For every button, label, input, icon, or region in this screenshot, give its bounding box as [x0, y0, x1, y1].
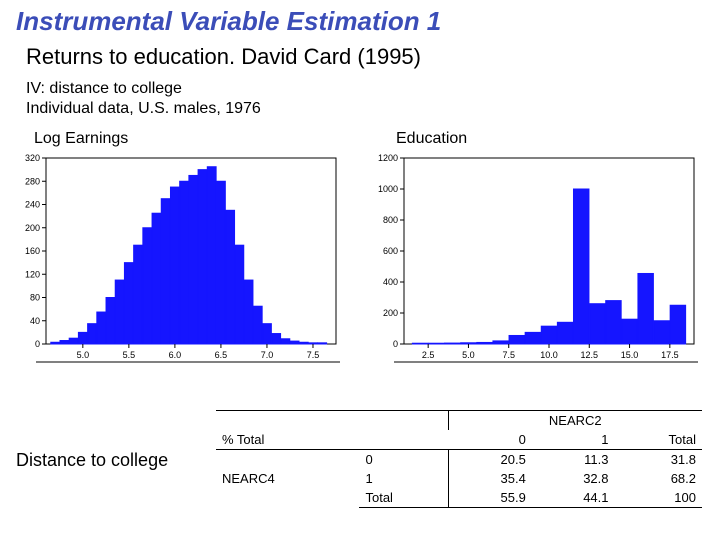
- col-header-total: Total: [615, 430, 703, 450]
- distance-to-college-label: Distance to college: [16, 450, 168, 471]
- svg-text:12.5: 12.5: [581, 350, 599, 360]
- svg-text:280: 280: [25, 176, 40, 186]
- iv-line-1: IV: distance to college: [26, 80, 182, 98]
- svg-text:0: 0: [35, 339, 40, 349]
- cell: 68.2: [615, 469, 703, 488]
- col-header-0: 0: [448, 430, 532, 450]
- svg-text:800: 800: [383, 215, 398, 225]
- cell: 100: [615, 488, 703, 508]
- chart-title-log-earnings: Log Earnings: [34, 130, 128, 148]
- cell: 35.4: [448, 469, 532, 488]
- svg-text:17.5: 17.5: [661, 350, 679, 360]
- svg-text:10.0: 10.0: [540, 350, 558, 360]
- crosstab-table: NEARC2 % Total 0 1 Total NEARC4 0 20.5 1…: [216, 410, 702, 508]
- svg-text:1200: 1200: [378, 153, 398, 163]
- svg-text:2.5: 2.5: [422, 350, 435, 360]
- svg-text:600: 600: [383, 246, 398, 256]
- svg-text:15.0: 15.0: [621, 350, 639, 360]
- iv-line-2: Individual data, U.S. males, 1976: [26, 100, 261, 118]
- svg-text:5.0: 5.0: [462, 350, 475, 360]
- col-group-label: NEARC2: [448, 411, 702, 431]
- svg-text:160: 160: [25, 246, 40, 256]
- histogram-education: 0 200 400 600 800 1000 1200 2.5 5.0 7.5 10.0 12.5 15…: [370, 152, 700, 372]
- histogram-log-earnings: 0 40 80 120 160 200 240 280 320 5.0 5.5 6.0 6.5 7.0 7.…: [12, 152, 342, 372]
- svg-text:200: 200: [25, 223, 40, 233]
- svg-text:320: 320: [25, 153, 40, 163]
- row-label-1: 1: [359, 469, 448, 488]
- svg-text:6.5: 6.5: [215, 350, 228, 360]
- row-group-label: NEARC4: [216, 450, 359, 508]
- svg-text:1000: 1000: [378, 184, 398, 194]
- cell: 31.8: [615, 450, 703, 470]
- svg-text:7.5: 7.5: [502, 350, 515, 360]
- svg-text:120: 120: [25, 269, 40, 279]
- cell: 32.8: [532, 469, 615, 488]
- row-label-0: 0: [359, 450, 448, 470]
- cell: 44.1: [532, 488, 615, 508]
- subtitle: Returns to education. David Card (1995): [26, 44, 421, 70]
- svg-text:5.0: 5.0: [77, 350, 90, 360]
- cell: 20.5: [448, 450, 532, 470]
- cell: 11.3: [532, 450, 615, 470]
- svg-text:7.0: 7.0: [261, 350, 274, 360]
- svg-text:7.5: 7.5: [307, 350, 320, 360]
- chart-title-education: Education: [396, 130, 467, 148]
- svg-text:200: 200: [383, 308, 398, 318]
- col-header-1: 1: [532, 430, 615, 450]
- svg-text:6.0: 6.0: [169, 350, 182, 360]
- svg-text:0: 0: [393, 339, 398, 349]
- pct-total-label: % Total: [216, 430, 448, 450]
- svg-text:80: 80: [30, 293, 40, 303]
- page-title: Instrumental Variable Estimation 1: [16, 6, 441, 37]
- cell: 55.9: [448, 488, 532, 508]
- svg-text:5.5: 5.5: [123, 350, 136, 360]
- svg-text:40: 40: [30, 316, 40, 326]
- svg-text:240: 240: [25, 200, 40, 210]
- svg-text:400: 400: [383, 277, 398, 287]
- row-label-total: Total: [359, 488, 448, 508]
